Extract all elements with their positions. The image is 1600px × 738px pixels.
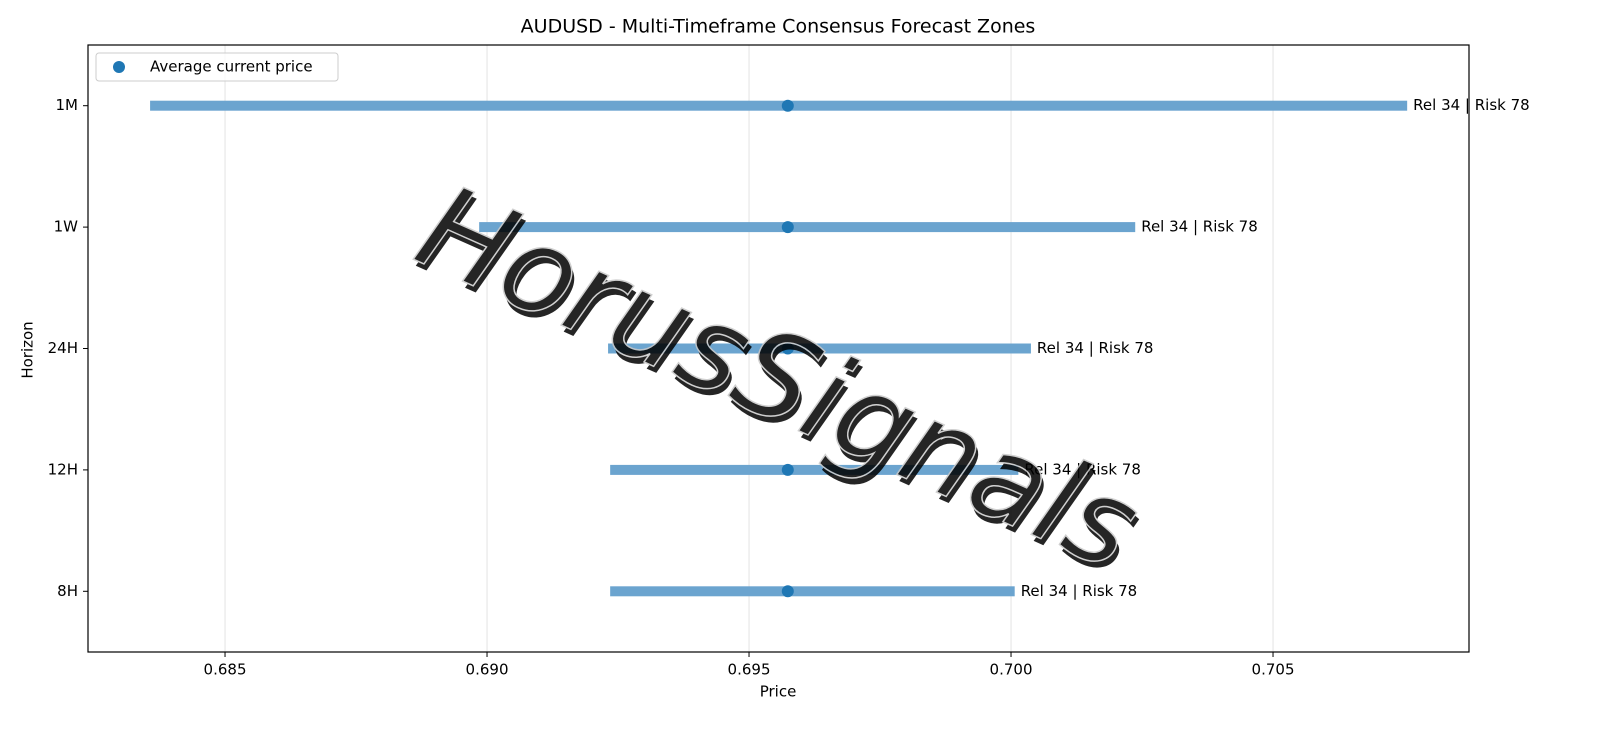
range-label: Rel 34 | Risk 78 <box>1141 218 1258 236</box>
range-bar <box>150 100 1408 111</box>
range-label: Rel 34 | Risk 78 <box>1021 582 1138 600</box>
y-tick-label: 24H <box>48 339 78 357</box>
plot-frame <box>87 44 1470 653</box>
range-bar <box>479 222 1136 233</box>
x-tick-label: 0.705 <box>1252 661 1295 679</box>
current-price-dot <box>781 585 794 598</box>
legend-box <box>95 52 339 82</box>
current-price-dot <box>781 342 794 355</box>
legend-marker <box>113 61 125 73</box>
range-label: Rel 34 | Risk 78 <box>1413 96 1530 114</box>
range-bar <box>610 464 1019 475</box>
range-bar <box>608 343 1031 354</box>
range-label: Rel 34 | Risk 78 <box>1024 460 1141 478</box>
chart-title: AUDUSD - Multi-Timeframe Consensus Forec… <box>521 16 1036 38</box>
x-tick-label: 0.700 <box>990 661 1033 679</box>
y-tick-label: 1W <box>54 218 79 236</box>
current-price-dot <box>781 463 794 476</box>
y-tick-label: 12H <box>48 460 78 478</box>
x-tick-label: 0.695 <box>728 661 771 679</box>
x-tick-label: 0.685 <box>204 661 247 679</box>
legend-label: Average current price <box>150 58 313 76</box>
y-axis-label: Horizon <box>19 321 37 378</box>
y-tick-label: 1M <box>56 96 79 114</box>
x-tick-label: 0.690 <box>466 661 509 679</box>
range-bar <box>610 586 1015 597</box>
x-axis-label: Price <box>760 683 797 701</box>
y-tick-label: 8H <box>57 582 78 600</box>
range-label: Rel 34 | Risk 78 <box>1037 339 1154 357</box>
current-price-dot <box>781 99 794 112</box>
current-price-dot <box>781 221 794 234</box>
